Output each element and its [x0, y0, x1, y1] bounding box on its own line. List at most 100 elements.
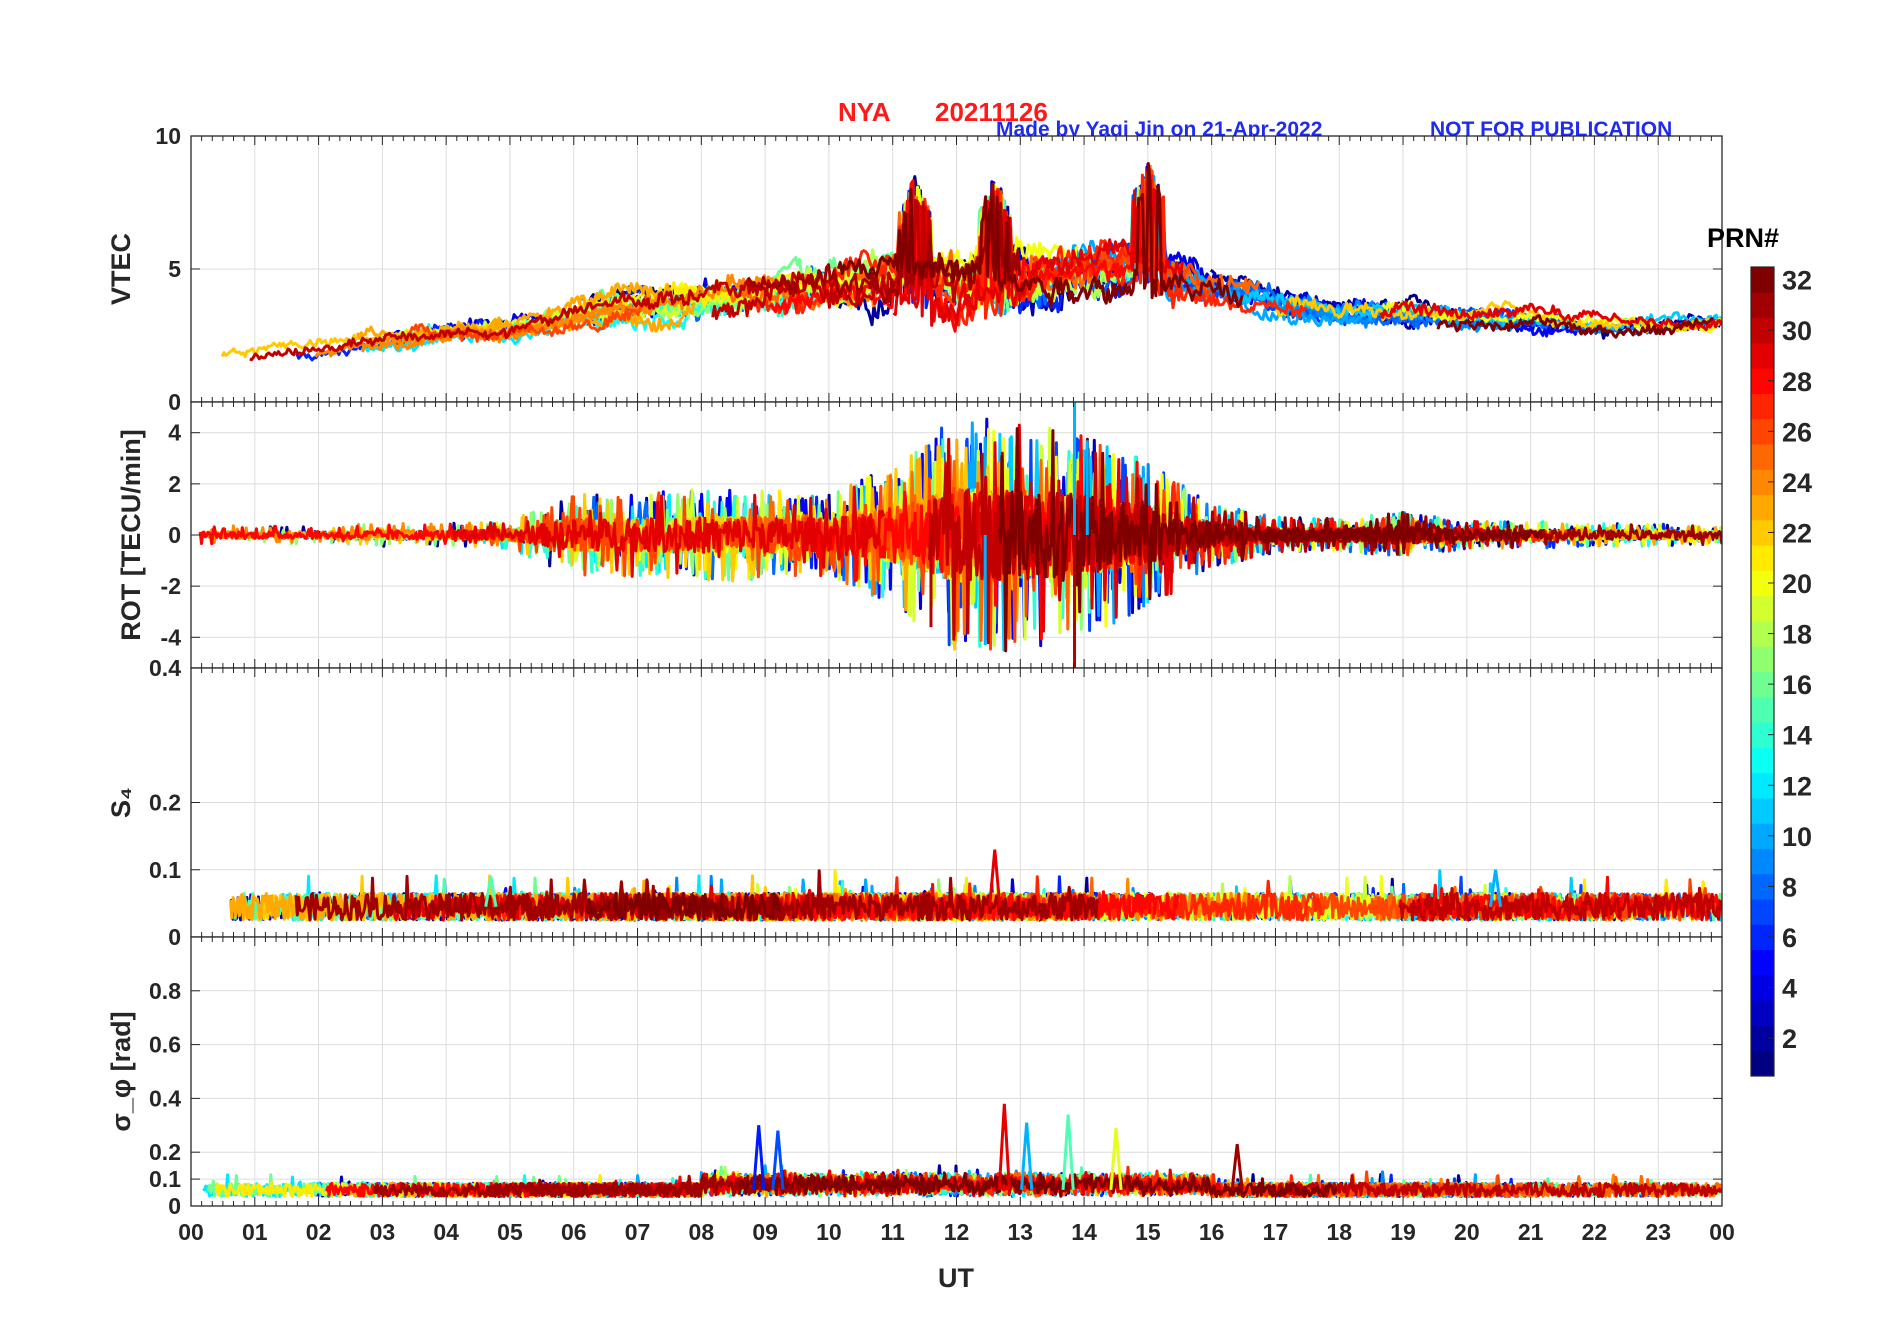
panel-rot: -4 -2 0 2 4 ROT [TECU/min] — [116, 401, 1723, 669]
title-station: NYA — [838, 97, 891, 127]
colorbar-segment — [1751, 722, 1774, 748]
title-credit: Made by Yaqi Jin on 21-Apr-2022 — [996, 118, 1322, 141]
colorbar-segment — [1751, 1000, 1774, 1026]
x-tick-label: 01 — [242, 1219, 268, 1245]
colorbar-tick-label: 20 — [1782, 569, 1812, 599]
x-tick-label: 13 — [1007, 1219, 1033, 1245]
y-tick-label: 0.1 — [149, 1166, 181, 1192]
x-tick-label: 08 — [689, 1219, 715, 1245]
series-prn-32 — [836, 162, 1244, 309]
x-axis-label: UT — [938, 1263, 974, 1293]
colorbar-tick-label: 14 — [1782, 721, 1812, 751]
x-tick-label: 21 — [1518, 1219, 1544, 1245]
series-prn-28 — [198, 522, 499, 546]
colorbar-segment — [1751, 1050, 1774, 1077]
colorbar-segment — [1751, 418, 1774, 445]
y-tick-label: 4 — [168, 420, 181, 446]
series-prn-31 — [486, 1169, 934, 1199]
y-tick-label: -2 — [161, 573, 181, 599]
y-tick-label: 0 — [168, 522, 181, 548]
x-tick-label: 06 — [561, 1219, 587, 1245]
x-tick-label: 22 — [1582, 1219, 1608, 1245]
series-prn-30 — [711, 199, 961, 321]
series-prn-29 — [1379, 300, 1722, 332]
peak-s4 — [988, 849, 1002, 907]
colorbar-tick-label: 10 — [1782, 822, 1812, 852]
colorbar-tick-label: 6 — [1782, 923, 1797, 953]
x-tick-label: 02 — [306, 1219, 332, 1245]
x-tick-label: 17 — [1263, 1219, 1289, 1245]
x-tick-label: 09 — [752, 1219, 778, 1245]
peak-s4 — [484, 876, 498, 907]
y-tick-label: 0.2 — [149, 1139, 181, 1165]
series-group-vtec — [220, 162, 1722, 362]
y-tick-label: 0.8 — [149, 978, 181, 1004]
colorbar-segment — [1751, 797, 1774, 824]
series-prn-31 — [507, 869, 1099, 922]
x-tick-label: 07 — [625, 1219, 651, 1245]
y-tick-label: 10 — [155, 123, 181, 149]
colorbar-segment — [1751, 873, 1774, 900]
colorbar-title: PRN# — [1707, 223, 1779, 253]
colorbar-segment — [1751, 368, 1774, 394]
series-group-rot — [198, 402, 1722, 668]
colorbar-tick-label: 24 — [1782, 468, 1812, 498]
y-tick-label: 2 — [168, 471, 181, 497]
peak-sigma_phi — [997, 1103, 1011, 1190]
colorbar-segment — [1751, 899, 1774, 925]
peak-sigma_phi — [1230, 1143, 1244, 1191]
x-tick-label: 18 — [1326, 1219, 1352, 1245]
colorbar-segment — [1751, 823, 1774, 849]
colorbar-tick-label: 32 — [1782, 266, 1812, 296]
colorbar-frame — [1750, 266, 1775, 1077]
colorbar-segment — [1751, 620, 1774, 647]
peak-sigma_phi — [1109, 1127, 1123, 1190]
series-prn-30 — [249, 272, 837, 362]
colorbar-segment — [1751, 974, 1774, 1001]
y-tick-label: 5 — [168, 256, 181, 282]
y-tick-label: 0.6 — [149, 1032, 181, 1058]
colorbar-tick-label: 22 — [1782, 518, 1812, 548]
x-tick-label: 11 — [881, 1219, 906, 1245]
series-prn-31 — [746, 182, 1022, 305]
colorbar-segment — [1751, 1025, 1774, 1052]
y-axis-label-sigma_phi: σ_φ [rad] — [106, 1011, 136, 1131]
colorbar-segment — [1751, 342, 1774, 369]
series-prn-30 — [1264, 1174, 1722, 1199]
panel-s4: 0 0.1 0.2 0.4 S₄ — [106, 655, 1723, 950]
colorbar-tick-label: 4 — [1782, 974, 1797, 1004]
colorbar-segment — [1751, 443, 1774, 470]
colorbar-segment — [1751, 519, 1774, 546]
colorbar-segment — [1751, 292, 1774, 319]
peak-s4 — [1488, 869, 1503, 907]
colorbar-segment — [1751, 570, 1774, 597]
series-prn-29 — [452, 485, 885, 578]
y-axis-label-s4: S₄ — [106, 787, 136, 818]
peak-sigma_phi — [752, 1125, 766, 1190]
colorbar-tick-label: 12 — [1782, 771, 1812, 801]
y-axis-label-vtec: VTEC — [106, 233, 136, 305]
colorbar-segment — [1751, 317, 1774, 344]
series-prn-29 — [384, 884, 814, 922]
panels-group: 0 5 10 VTEC -4 -2 02 4 ROT [TECU/min] 0 0.10.2 0.4 S… — [106, 123, 1735, 1245]
y-tick-label: -4 — [161, 624, 182, 650]
title-date: 20211126 — [935, 97, 1048, 127]
colorbar-segment — [1751, 671, 1774, 698]
y-tick-label: 0 — [168, 389, 181, 415]
colorbar-tick-label: 2 — [1782, 1024, 1797, 1054]
colorbar-tick-label: 28 — [1782, 367, 1812, 397]
panel-sigma_phi: 00.10.2 0.4 0.6 0.8 σ_φ [rad] — [106, 936, 1723, 1219]
colorbar-segment — [1751, 267, 1774, 293]
y-axis-label-rot: ROT [TECU/min] — [116, 429, 146, 640]
x-tick-label: 12 — [944, 1219, 970, 1245]
x-tick-label: 15 — [1135, 1219, 1161, 1245]
x-tick-label: 03 — [370, 1219, 396, 1245]
series-prn-32 — [737, 1171, 1338, 1198]
x-tick-label: 00 — [178, 1219, 204, 1245]
y-tick-label: 0.4 — [149, 1085, 181, 1111]
series-group-s4 — [229, 849, 1722, 922]
series-group-sigma_phi — [202, 1103, 1722, 1199]
y-tick-label: 0.4 — [149, 655, 181, 681]
